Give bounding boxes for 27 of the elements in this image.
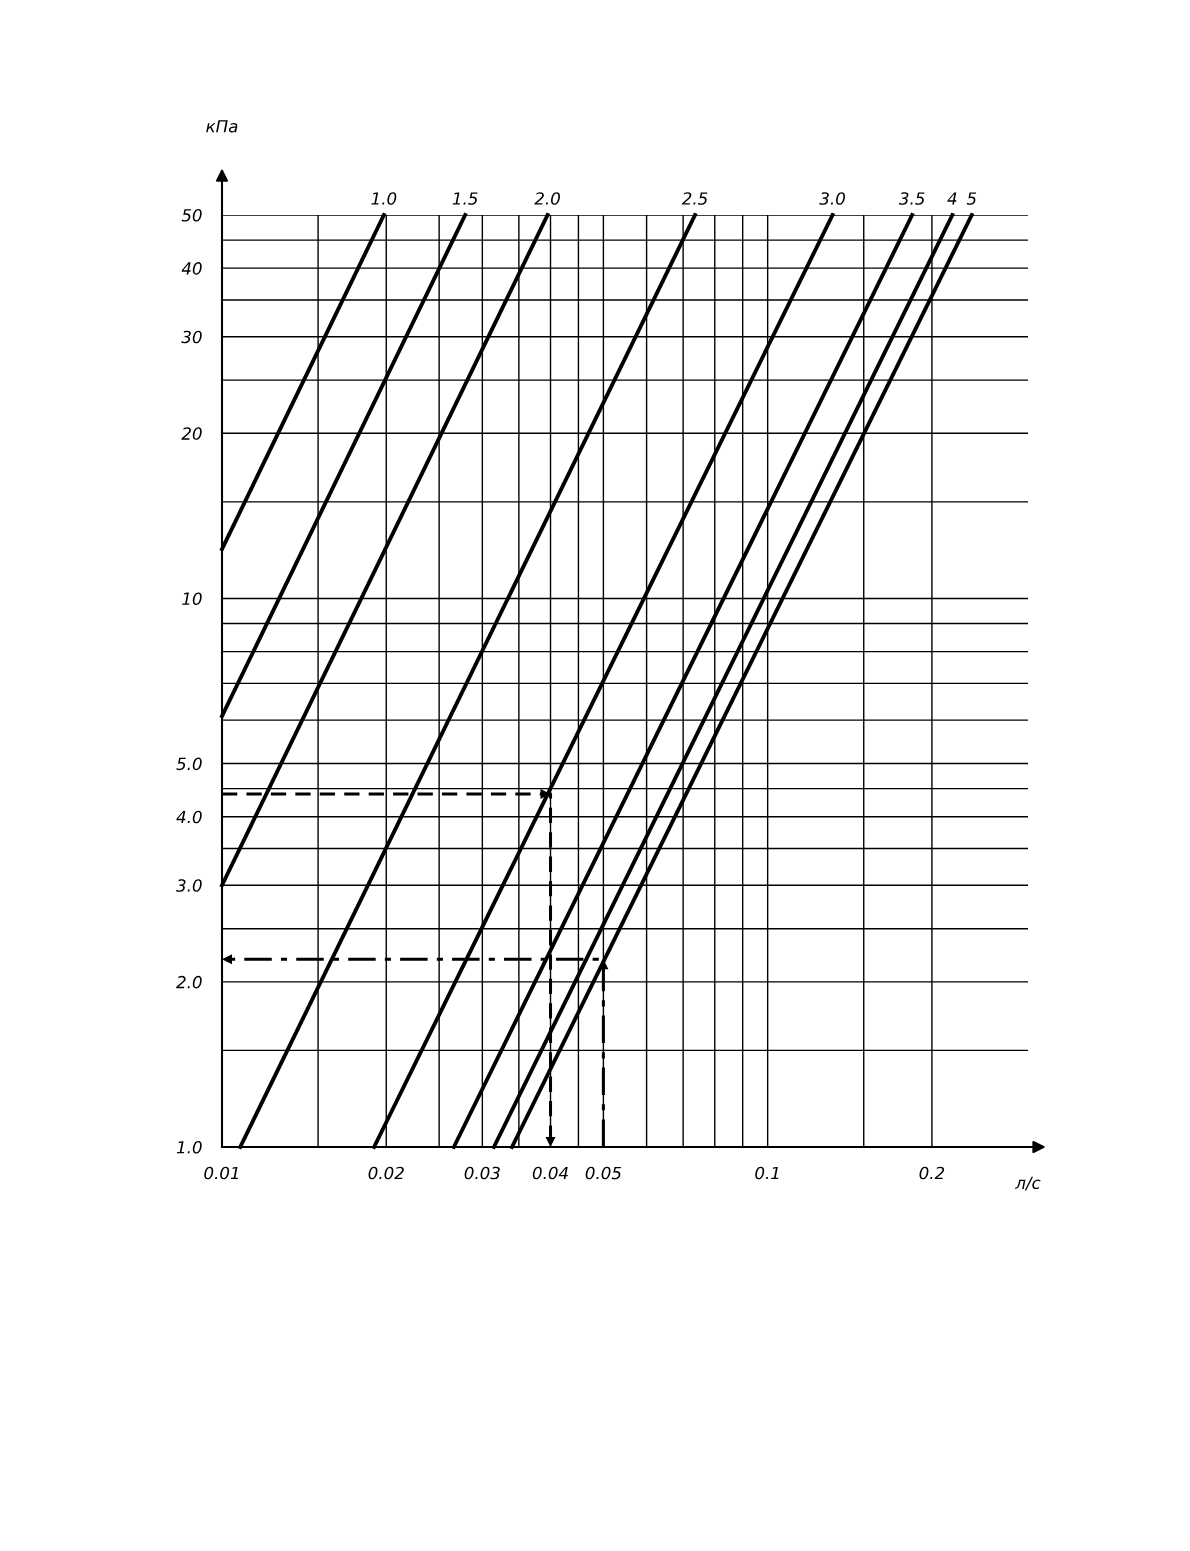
y-tick-label: 1.0 <box>176 1140 202 1154</box>
y-tick-label: 40 <box>181 262 202 275</box>
x-tick-label: 0.05 <box>585 1166 622 1180</box>
x-tick-label: 0.03 <box>464 1166 500 1180</box>
y-tick-label: 2.0 <box>176 975 202 989</box>
y-tick-label: 5.0 <box>176 757 202 771</box>
series-label: 3.0 <box>819 192 845 205</box>
series-label: 1.0 <box>371 192 397 205</box>
x-tick-label: 0.04 <box>532 1166 568 1180</box>
x-tick-label: 0.02 <box>368 1166 404 1180</box>
x-tick-label: 0.2 <box>919 1166 945 1180</box>
series-label: 1.5 <box>452 192 478 205</box>
series-label: 5 <box>966 192 977 205</box>
series-label: 3.5 <box>898 192 925 205</box>
x-axis-title: л/с <box>1015 1176 1041 1191</box>
y-tick-label: 50 <box>181 208 202 222</box>
y-tick-label: 3.0 <box>176 879 202 892</box>
y-tick-label: 4.0 <box>176 810 202 824</box>
series-label: 2.0 <box>534 192 560 205</box>
y-tick-label: 30 <box>181 330 202 344</box>
y-axis-title: кПа <box>206 120 238 133</box>
x-tick-label: 0.01 <box>204 1166 239 1180</box>
x-tick-label: 0.1 <box>755 1166 779 1180</box>
series-label: 4 <box>947 192 957 205</box>
y-tick-label: 10 <box>182 592 202 605</box>
y-tick-label: 20 <box>181 427 202 440</box>
series-label: 2.5 <box>681 192 708 205</box>
